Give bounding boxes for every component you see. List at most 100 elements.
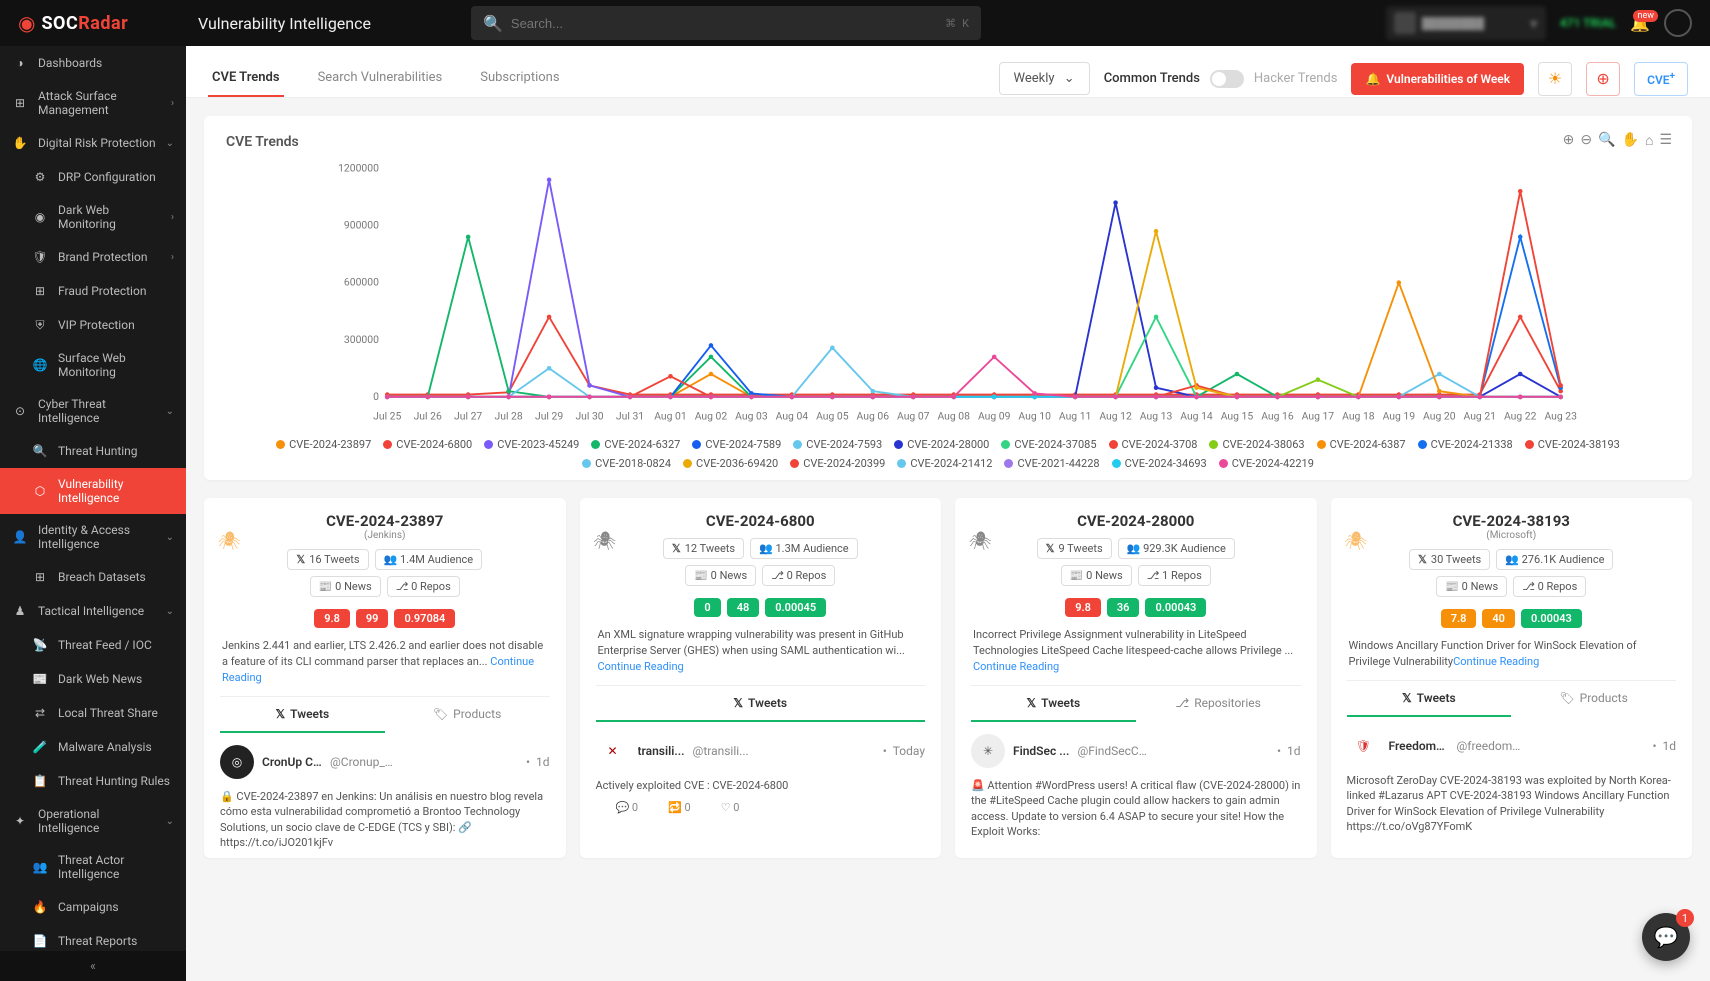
sidebar-item-operational-intelligence[interactable]: ✦ Operational Intelligence ⌄ <box>0 798 186 844</box>
tab-subscriptions[interactable]: Subscriptions <box>476 60 563 97</box>
legend-item[interactable]: CVE-2024-34693 <box>1112 457 1207 470</box>
cve-tab-products[interactable]: 🏷Products <box>385 697 550 733</box>
home-icon[interactable]: ⌂ <box>1645 132 1653 149</box>
sidebar-item-brand-protection[interactable]: 🛡 Brand Protection › <box>0 240 186 274</box>
continue-reading[interactable]: Continue Reading <box>222 655 534 684</box>
sidebar-item-dark-web-monitoring[interactable]: ◉ Dark Web Monitoring › <box>0 194 186 240</box>
sidebar-label: Threat Feed / IOC <box>58 638 152 652</box>
tweet-handle[interactable]: @Cronup_C... <box>330 755 400 769</box>
legend-item[interactable]: CVE-2018-0824 <box>582 457 671 470</box>
tweet-handle[interactable]: @transili... <box>693 744 749 758</box>
tweet-avatar[interactable]: ✕ <box>596 734 630 768</box>
cve-tab-products[interactable]: 🏷Products <box>1511 681 1676 717</box>
sidebar-item-drp-configuration[interactable]: ⚙ DRP Configuration <box>0 160 186 194</box>
legend-item[interactable]: CVE-2024-6327 <box>591 438 680 451</box>
search-box[interactable]: 🔍 ⌘ K <box>471 6 981 40</box>
legend-item[interactable]: CVE-2024-6800 <box>383 438 472 451</box>
search-input[interactable] <box>511 16 939 31</box>
sidebar-item-threat-hunting-rules[interactable]: 📋 Threat Hunting Rules <box>0 764 186 798</box>
sidebar-item-dashboards[interactable]: ◑ Dashboards <box>0 46 186 80</box>
legend-item[interactable]: CVE-2024-20399 <box>790 457 885 470</box>
sidebar-item-digital-risk-protection[interactable]: ✋ Digital Risk Protection ⌄ <box>0 126 186 160</box>
continue-reading[interactable]: Continue Reading <box>1453 655 1539 668</box>
sidebar-item-tactical-intelligence[interactable]: ♟ Tactical Intelligence ⌄ <box>0 594 186 628</box>
legend-item[interactable]: CVE-2023-45249 <box>484 438 579 451</box>
org-chip[interactable]: ████████ ▾ <box>1386 6 1546 40</box>
sidebar-item-identity-access-intelligence[interactable]: 👤 Identity & Access Intelligence ⌄ <box>0 514 186 560</box>
continue-reading[interactable]: Continue Reading <box>598 660 684 673</box>
sidebar-item-cyber-threat-intelligence[interactable]: ⊙ Cyber Threat Intelligence ⌄ <box>0 388 186 434</box>
zoom-out-icon[interactable]: ⊖ <box>1580 132 1592 149</box>
like-count[interactable]: ♡ 0 <box>721 801 740 814</box>
cve-id[interactable]: CVE-2024-38193 <box>1347 512 1677 530</box>
collapse-sidebar[interactable]: « <box>0 951 186 981</box>
cve-id[interactable]: CVE-2024-23897 <box>220 512 550 530</box>
legend-item[interactable]: CVE-2024-3708 <box>1109 438 1198 451</box>
legend-item[interactable]: CVE-2024-28000 <box>894 438 989 451</box>
cve-tab-tweets[interactable]: 𝕏Tweets <box>971 686 1136 722</box>
sidebar-item-threat-actor-intelligence[interactable]: 👥 Threat Actor Intelligence <box>0 844 186 890</box>
tweet-handle[interactable]: @FindSecC... <box>1077 744 1147 758</box>
tab-search-vulnerabilities[interactable]: Search Vulnerabilities <box>314 60 447 97</box>
vuln-of-week-button[interactable]: 🔔 Vulnerabilities of Week <box>1351 63 1524 95</box>
tweet-name[interactable]: FreedomH... <box>1389 739 1449 753</box>
legend-item[interactable]: CVE-2036-69420 <box>683 457 778 470</box>
sidebar-item-breach-datasets[interactable]: ⊞ Breach Datasets <box>0 560 186 594</box>
cve-tab-repositories[interactable]: ⎇Repositories <box>1136 686 1301 722</box>
tweet-name[interactable]: FindSec ... <box>1013 744 1069 758</box>
sidebar-item-vulnerability-intelligence[interactable]: ⬡ Vulnerability Intelligence <box>0 468 186 514</box>
hand-icon[interactable]: ✋ <box>1622 132 1639 149</box>
sidebar-item-campaigns[interactable]: 🔥 Campaigns <box>0 890 186 924</box>
sidebar-item-dark-web-news[interactable]: 📰 Dark Web News <box>0 662 186 696</box>
avatar[interactable] <box>1664 9 1692 37</box>
tweet-handle[interactable]: @freedomh... <box>1457 739 1527 753</box>
legend-item[interactable]: CVE-2024-38063 <box>1209 438 1304 451</box>
legend-item[interactable]: CVE-2024-42219 <box>1219 457 1314 470</box>
sidebar-item-malware-analysis[interactable]: 🧪 Malware Analysis <box>0 730 186 764</box>
sidebar-item-threat-feed-ioc[interactable]: 📡 Threat Feed / IOC <box>0 628 186 662</box>
tweet-name[interactable]: CronUp C... <box>262 755 322 769</box>
legend-item[interactable]: CVE-2024-21338 <box>1418 438 1513 451</box>
trend-toggle-group: Common Trends Hacker Trends <box>1104 70 1338 88</box>
logo[interactable]: ◉ SOCRadar <box>0 11 186 35</box>
period-select[interactable]: Weekly ⌄ <box>999 62 1090 95</box>
cve-id[interactable]: CVE-2024-28000 <box>971 512 1301 530</box>
sidebar-item-vip-protection[interactable]: ⛨ VIP Protection <box>0 308 186 342</box>
sun-button[interactable]: ☀ <box>1538 62 1572 96</box>
trend-toggle[interactable] <box>1210 70 1244 88</box>
cve-tab-tweets[interactable]: 𝕏Tweets <box>596 686 926 722</box>
sidebar-item-threat-hunting[interactable]: 🔍 Threat Hunting <box>0 434 186 468</box>
tab-cve-trends[interactable]: CVE Trends <box>208 60 284 97</box>
tweet-name[interactable]: transili... <box>638 744 685 758</box>
cve-tab-tweets[interactable]: 𝕏Tweets <box>220 697 385 733</box>
tweet-avatar[interactable]: 🛡 <box>1347 729 1381 763</box>
legend-item[interactable]: CVE-2024-7589 <box>692 438 781 451</box>
sidebar-item-attack-surface-management[interactable]: ⊞ Attack Surface Management › <box>0 80 186 126</box>
legend-item[interactable]: CVE-2024-7593 <box>793 438 882 451</box>
tweet-avatar[interactable]: ◎ <box>220 745 254 779</box>
reply-count[interactable]: 💬 0 <box>616 801 639 814</box>
tweet-avatar[interactable]: ✳ <box>971 734 1005 768</box>
legend-item[interactable]: CVE-2021-44228 <box>1004 457 1099 470</box>
add-button[interactable]: ⊕ <box>1586 62 1620 96</box>
notifications-bell[interactable]: 🔔 new <box>1630 14 1650 33</box>
cve-plus-button[interactable]: CVE+ <box>1634 62 1688 96</box>
legend-item[interactable]: CVE-2024-21412 <box>897 457 992 470</box>
sidebar-item-surface-web-monitoring[interactable]: 🌐 Surface Web Monitoring <box>0 342 186 388</box>
menu-icon[interactable]: ☰ <box>1659 132 1672 149</box>
zoom-in-icon[interactable]: ⊕ <box>1563 132 1575 149</box>
legend-item[interactable]: CVE-2024-38193 <box>1525 438 1620 451</box>
svg-text:900000: 900000 <box>344 219 379 232</box>
retweet-count[interactable]: 🔁 0 <box>668 801 691 814</box>
sidebar-item-fraud-protection[interactable]: ⊞ Fraud Protection <box>0 274 186 308</box>
continue-reading[interactable]: Continue Reading <box>973 660 1059 673</box>
legend-item[interactable]: CVE-2024-37085 <box>1001 438 1096 451</box>
cve-id[interactable]: CVE-2024-6800 <box>596 512 926 530</box>
legend-item[interactable]: CVE-2024-6387 <box>1317 438 1406 451</box>
sidebar-item-local-threat-share[interactable]: ⇄ Local Threat Share <box>0 696 186 730</box>
score-row: 9.8990.97084 <box>220 609 550 628</box>
help-bubble[interactable]: 💬 1 <box>1642 913 1690 961</box>
legend-item[interactable]: CVE-2024-23897 <box>276 438 371 451</box>
cve-tab-tweets[interactable]: 𝕏Tweets <box>1347 681 1512 717</box>
search-icon[interactable]: 🔍 <box>1598 132 1615 149</box>
